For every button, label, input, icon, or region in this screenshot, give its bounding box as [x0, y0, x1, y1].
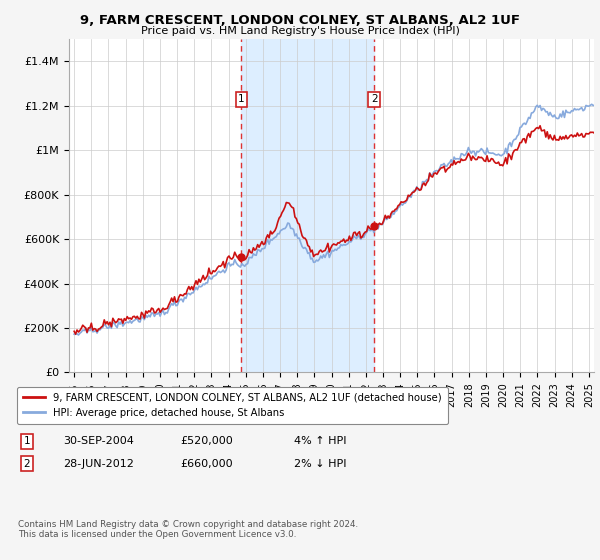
Bar [241, 39, 374, 372]
Text: 1: 1 [23, 436, 31, 446]
Text: £520,000: £520,000 [180, 436, 233, 446]
Text: 28-JUN-2012: 28-JUN-2012 [63, 459, 134, 469]
Text: 2% ↓ HPI: 2% ↓ HPI [294, 459, 347, 469]
Text: 9, FARM CRESCENT, LONDON COLNEY, ST ALBANS, AL2 1UF: 9, FARM CRESCENT, LONDON COLNEY, ST ALBA… [80, 14, 520, 27]
Text: 4% ↑ HPI: 4% ↑ HPI [294, 436, 347, 446]
Text: 2: 2 [23, 459, 31, 469]
Text: 2: 2 [371, 94, 378, 104]
Text: 30-SEP-2004: 30-SEP-2004 [63, 436, 134, 446]
Text: Price paid vs. HM Land Registry's House Price Index (HPI): Price paid vs. HM Land Registry's House … [140, 26, 460, 36]
Text: 1: 1 [238, 94, 245, 104]
Text: Contains HM Land Registry data © Crown copyright and database right 2024.
This d: Contains HM Land Registry data © Crown c… [18, 520, 358, 539]
Text: £660,000: £660,000 [180, 459, 233, 469]
Legend: 9, FARM CRESCENT, LONDON COLNEY, ST ALBANS, AL2 1UF (detached house), HPI: Avera: 9, FARM CRESCENT, LONDON COLNEY, ST ALBA… [17, 387, 448, 424]
